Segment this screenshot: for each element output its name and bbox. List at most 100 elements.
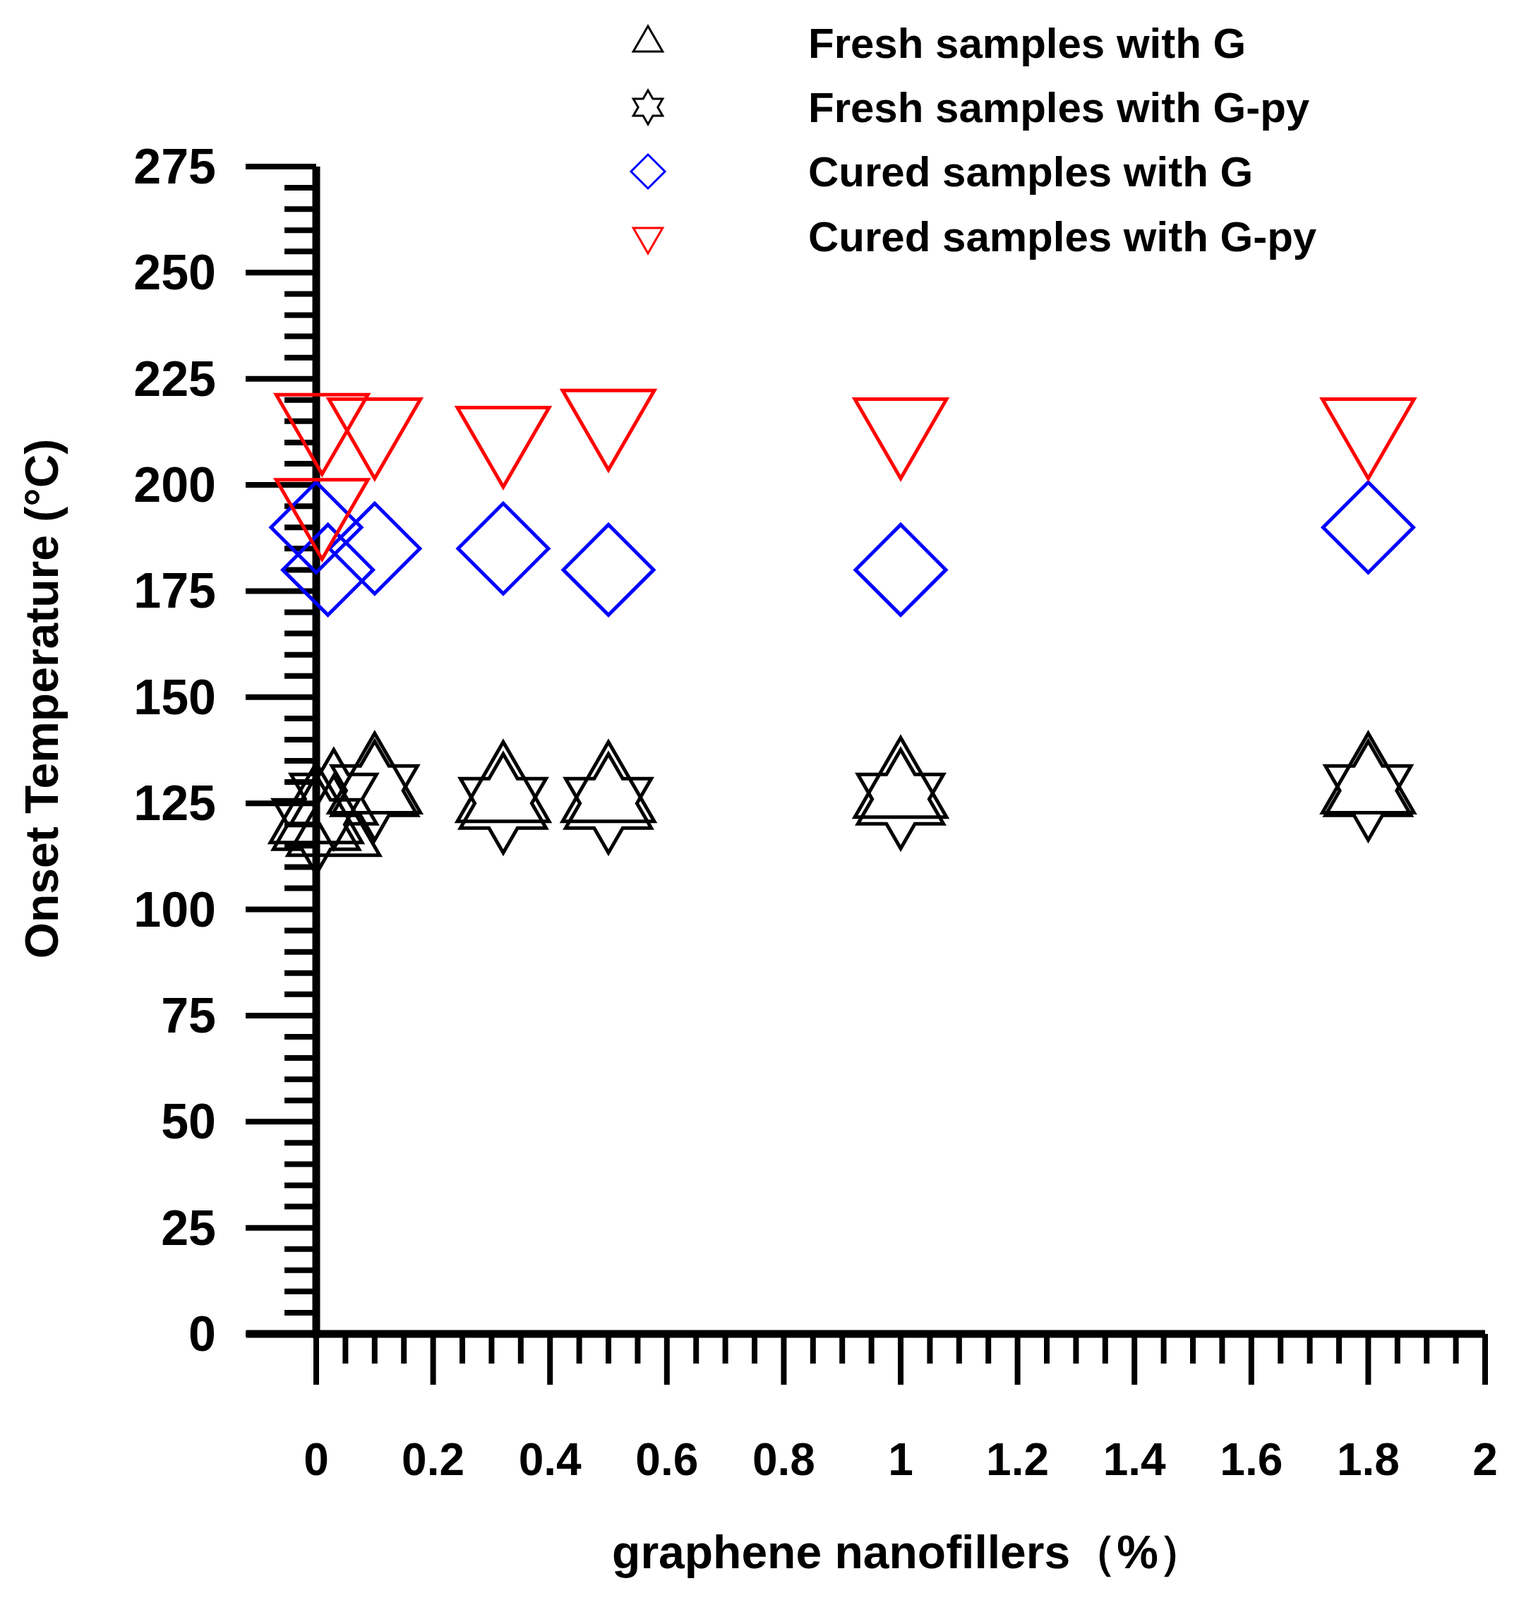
x-tick-label: 2	[1472, 1434, 1498, 1486]
series-2	[271, 482, 1414, 615]
point	[854, 398, 947, 479]
y-tick	[245, 1225, 317, 1232]
x-tick-label: 0.2	[401, 1434, 465, 1486]
x-minor-tick	[956, 1334, 963, 1364]
y-minor-tick	[284, 1182, 317, 1188]
x-tick-label: 0.6	[635, 1434, 699, 1486]
x-minor-tick	[576, 1334, 583, 1364]
x-minor-tick	[926, 1334, 933, 1364]
y-minor-tick	[284, 885, 317, 891]
x-tick	[1248, 1334, 1255, 1385]
x-axis-label: graphene nanofillers（%）	[611, 1526, 1205, 1579]
legend-label: Fresh samples with G-py	[808, 83, 1311, 132]
legend-label: Fresh samples with G	[808, 19, 1246, 68]
y-minor-tick	[284, 1204, 317, 1210]
y-minor-tick	[284, 1288, 317, 1295]
x-tick	[547, 1334, 553, 1385]
y-minor-tick	[284, 609, 317, 616]
x-minor-tick	[1219, 1334, 1225, 1364]
x-tick-label: 1.2	[986, 1434, 1049, 1486]
legend-marker	[633, 227, 663, 254]
x-minor-tick	[1453, 1334, 1460, 1364]
x-minor-tick	[1423, 1334, 1430, 1364]
y-minor-tick	[284, 1139, 317, 1146]
y-tick-label: 0	[188, 1306, 216, 1362]
y-ticks: 0255075100125150175200225250275	[133, 139, 317, 1362]
y-tick	[245, 269, 317, 276]
x-minor-tick	[342, 1334, 348, 1364]
point	[565, 753, 651, 853]
y-minor-tick	[284, 1076, 317, 1083]
y-minor-tick	[284, 991, 317, 998]
y-tick-label: 225	[133, 351, 216, 407]
x-tick-label: 0	[303, 1434, 329, 1486]
point	[1325, 741, 1412, 840]
x-minor-tick	[722, 1334, 729, 1364]
y-tick-label: 50	[160, 1094, 216, 1150]
y-minor-tick	[284, 758, 317, 764]
y-tick	[245, 1331, 317, 1337]
x-tick	[430, 1334, 437, 1385]
y-minor-tick	[284, 524, 317, 531]
x-minor-tick	[810, 1334, 816, 1364]
x-minor-tick	[751, 1334, 758, 1364]
x-minor-tick	[1394, 1334, 1401, 1364]
chart: 00.20.40.60.811.21.41.61.820255075100125…	[0, 0, 1519, 1600]
y-minor-tick	[284, 227, 317, 233]
legend-label: Cured samples with G	[808, 148, 1253, 196]
x-minor-tick	[371, 1334, 378, 1364]
point	[855, 524, 946, 615]
y-tick-label: 25	[160, 1200, 216, 1256]
point	[458, 503, 549, 594]
x-minor-tick	[839, 1334, 845, 1364]
y-minor-tick	[284, 397, 317, 404]
x-minor-tick	[868, 1334, 875, 1364]
y-minor-tick	[284, 970, 317, 977]
legend-marker	[633, 90, 663, 125]
x-minor-tick	[1277, 1334, 1284, 1364]
legend-marker	[633, 26, 663, 52]
y-minor-tick	[284, 949, 317, 956]
point	[1322, 733, 1414, 814]
x-tick-label: 1	[887, 1434, 914, 1486]
y-minor-tick	[284, 1310, 317, 1316]
x-ticks: 00.20.40.60.811.21.41.61.82	[303, 1334, 1498, 1486]
x-minor-tick	[1043, 1334, 1050, 1364]
point	[331, 741, 418, 840]
x-tick	[313, 1334, 320, 1385]
y-minor-tick	[284, 1055, 317, 1061]
x-tick-label: 1.8	[1336, 1434, 1400, 1486]
y-minor-tick	[284, 312, 317, 319]
y-minor-tick	[284, 736, 317, 743]
y-minor-tick	[284, 1034, 317, 1040]
y-minor-tick	[284, 333, 317, 340]
y-minor-tick	[284, 460, 317, 467]
y-tick-label: 250	[133, 244, 216, 300]
x-tick	[1131, 1334, 1138, 1385]
y-minor-tick	[284, 1246, 317, 1253]
x-minor-tick	[1072, 1334, 1079, 1364]
series-3	[275, 390, 1414, 560]
y-minor-tick	[284, 206, 317, 212]
x-tick-label: 0.8	[752, 1434, 816, 1486]
point	[1322, 398, 1414, 479]
x-minor-tick	[1190, 1334, 1196, 1364]
x-minor-tick	[1102, 1334, 1109, 1364]
y-minor-tick	[284, 715, 317, 722]
y-minor-tick	[284, 355, 317, 361]
y-tick	[245, 694, 317, 701]
y-minor-tick	[284, 1097, 317, 1104]
y-tick-label: 75	[160, 988, 216, 1044]
y-minor-tick	[284, 1161, 317, 1167]
point	[275, 394, 368, 475]
y-tick	[245, 907, 317, 913]
x-minor-tick	[693, 1334, 699, 1364]
y-tick-label: 275	[133, 139, 216, 195]
x-tick-label: 1.6	[1219, 1434, 1283, 1486]
y-minor-tick	[284, 928, 317, 934]
y-tick	[245, 376, 317, 382]
x-tick	[1015, 1334, 1021, 1385]
x-minor-tick	[634, 1334, 641, 1364]
x-minor-tick	[400, 1334, 407, 1364]
legend: Fresh samples with G Fresh samples with G…	[631, 19, 1318, 261]
